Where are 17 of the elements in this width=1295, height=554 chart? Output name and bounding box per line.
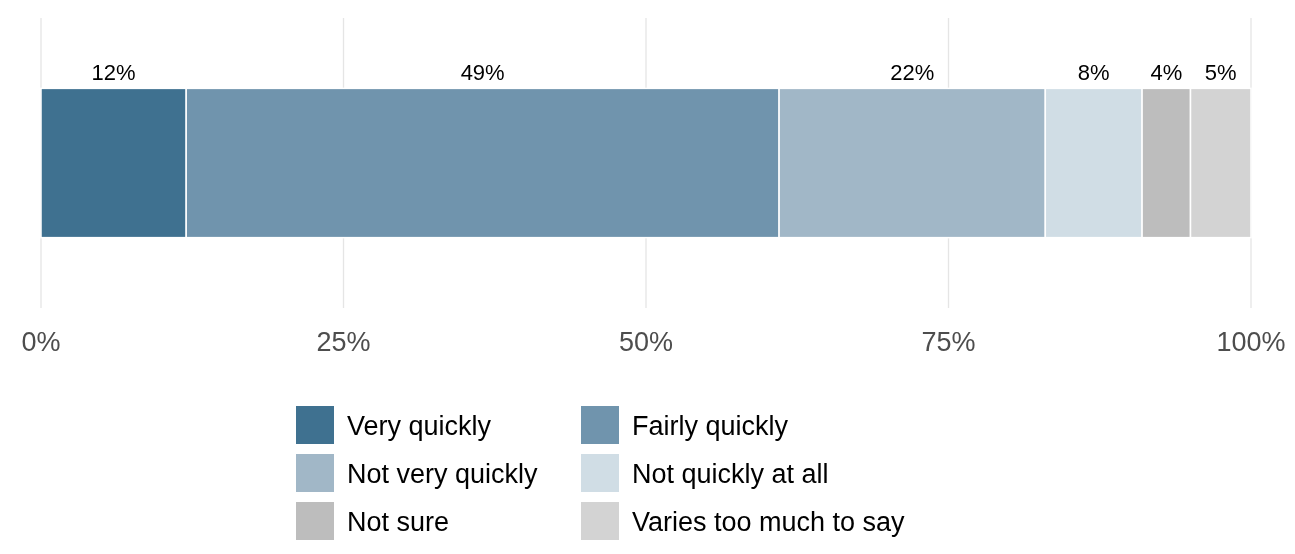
x-tick-label: 50% bbox=[618, 327, 674, 357]
x-tick-label: 100% bbox=[1216, 327, 1286, 357]
x-tick-label: 0% bbox=[21, 327, 61, 357]
data-label: 12% bbox=[91, 60, 136, 86]
legend-label: Varies too much to say bbox=[632, 507, 906, 537]
data-label: 5% bbox=[1204, 60, 1237, 86]
data-label: 49% bbox=[460, 60, 505, 86]
data-label: 8% bbox=[1077, 60, 1110, 86]
x-tick-label: 25% bbox=[316, 327, 371, 357]
legend-label: Not quickly at all bbox=[632, 459, 829, 489]
legend-label: Not sure bbox=[347, 507, 450, 537]
legend-label: Fairly quickly bbox=[632, 411, 789, 441]
data-label: 22% bbox=[890, 60, 935, 86]
data-label: 4% bbox=[1150, 60, 1183, 86]
legend-label: Not very quickly bbox=[347, 459, 539, 489]
x-tick-label: 75% bbox=[921, 327, 976, 357]
legend-label: Very quickly bbox=[347, 411, 492, 441]
